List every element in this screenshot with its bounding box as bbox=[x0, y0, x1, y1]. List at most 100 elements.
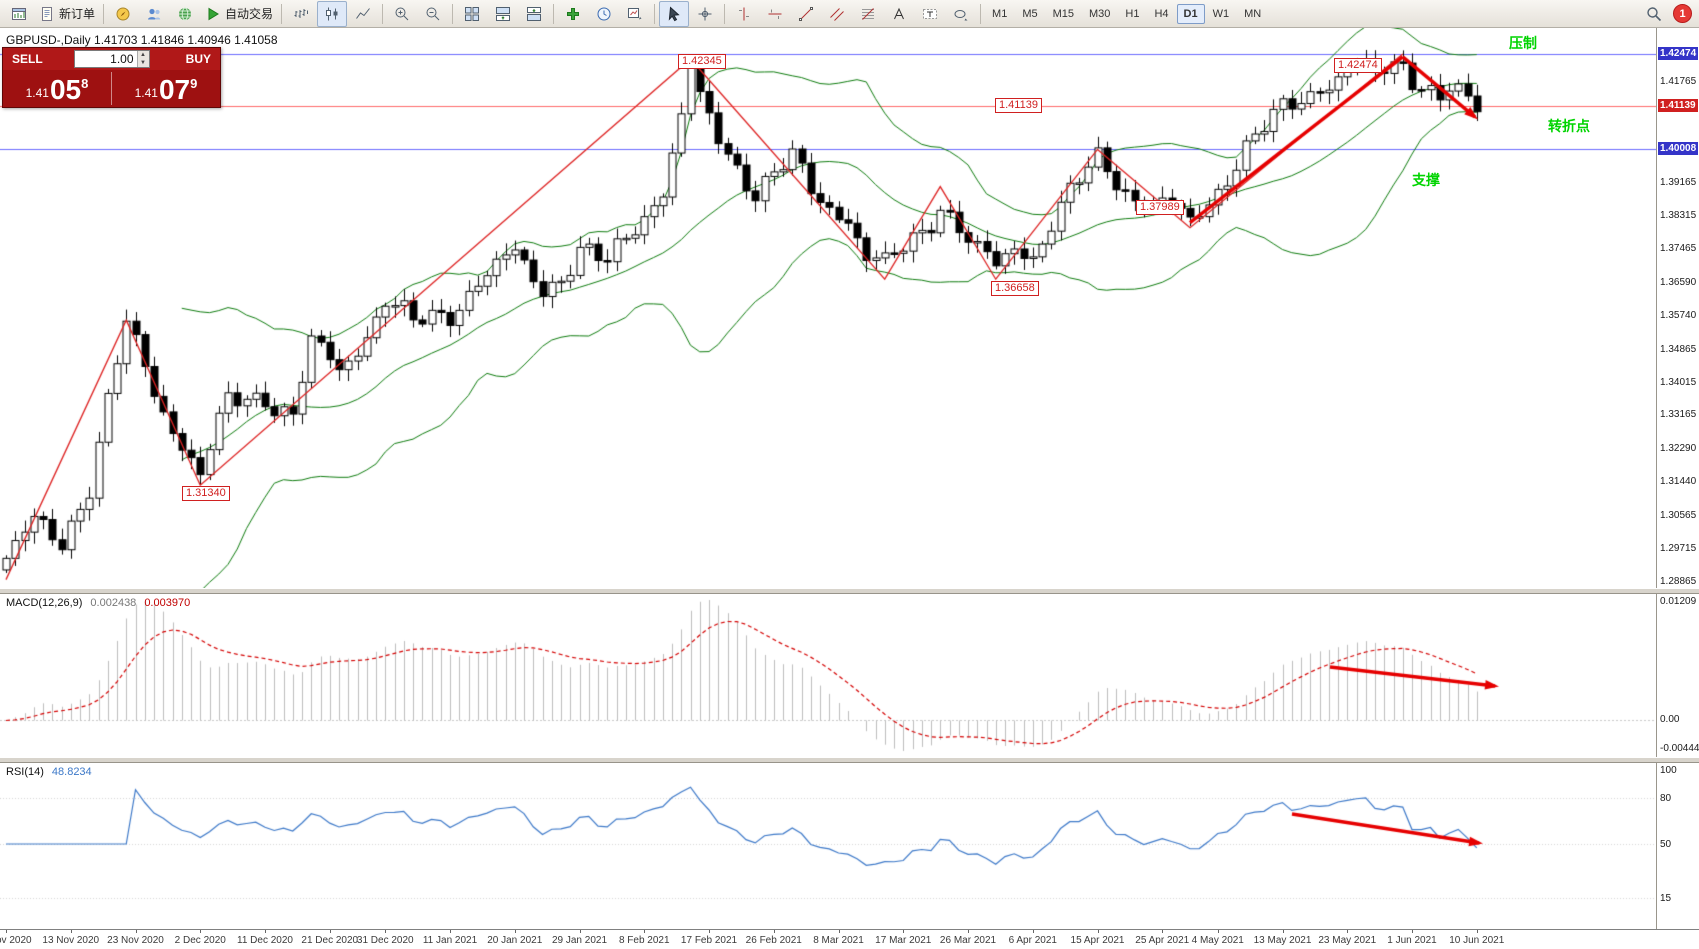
volume-input[interactable] bbox=[74, 51, 137, 67]
price-swing-label[interactable]: 1.41139 bbox=[995, 98, 1042, 113]
time-axis-label: 8 Feb 2021 bbox=[618, 935, 670, 946]
template-button[interactable] bbox=[620, 1, 650, 27]
crosshair-tool-button[interactable] bbox=[690, 1, 720, 27]
axis-label: 1.36590 bbox=[1660, 276, 1697, 288]
buy-button[interactable]: BUY bbox=[185, 52, 211, 66]
vertical-line-tool-button[interactable] bbox=[729, 1, 759, 27]
shapes-tool-button[interactable] bbox=[946, 1, 976, 27]
axis-label: 0.01209 bbox=[1660, 596, 1697, 607]
buy-price-big: 07 bbox=[158, 74, 191, 105]
bar-chart-button[interactable] bbox=[286, 1, 316, 27]
annotation-text[interactable]: 支撑 bbox=[1412, 172, 1440, 188]
axis-label: 1.37465 bbox=[1660, 242, 1697, 254]
rsi-canvas[interactable] bbox=[0, 763, 1656, 929]
new-order-button[interactable]: 新订单 bbox=[35, 1, 99, 27]
macd-title: MACD(12,26,9) bbox=[6, 597, 83, 609]
volume-up-icon[interactable]: ▲ bbox=[140, 52, 146, 58]
linechart-icon bbox=[355, 6, 371, 22]
buy-price[interactable]: 1.41 07 9 bbox=[112, 70, 220, 107]
time-axis-tick bbox=[1218, 930, 1219, 933]
time-axis[interactable]: 4 Nov 2020 13 Nov 2020 23 Nov 2020 2 Dec 20… bbox=[0, 929, 1699, 949]
time-axis-label: 13 May 2021 bbox=[1253, 935, 1312, 946]
macd-value-main: 0.002438 bbox=[90, 597, 137, 609]
clock-icon bbox=[596, 6, 612, 22]
macd-axis[interactable]: 0.01209 0.00 -0.004446 bbox=[1656, 594, 1699, 757]
annotation-text[interactable]: 转折点 bbox=[1548, 118, 1590, 134]
timeframe-d1-button[interactable]: D1 bbox=[1176, 3, 1205, 24]
time-axis-tick bbox=[450, 930, 451, 933]
toolbar-separator bbox=[724, 3, 726, 24]
plusdd-icon bbox=[565, 6, 581, 22]
rsi-axis[interactable]: 100 80 50 15 bbox=[1656, 763, 1699, 929]
zoom-in-button[interactable] bbox=[387, 1, 417, 27]
time-axis-label: 6 Apr 2021 bbox=[1008, 935, 1057, 946]
time-axis-tick bbox=[580, 930, 581, 933]
price-swing-label[interactable]: 1.36658 bbox=[991, 281, 1039, 296]
new-chart-button[interactable] bbox=[4, 1, 34, 27]
buy-price-small: 1.41 bbox=[134, 86, 158, 100]
volume-stepper[interactable]: ▲ ▼ bbox=[136, 51, 149, 67]
channel-tool-button[interactable] bbox=[822, 1, 852, 27]
mql5-market-button[interactable] bbox=[108, 1, 138, 27]
line-chart-button[interactable] bbox=[348, 1, 378, 27]
period-selector-button[interactable] bbox=[589, 1, 619, 27]
time-axis-label: 20 Jan 2021 bbox=[487, 935, 543, 946]
price-chart-canvas[interactable] bbox=[0, 28, 1656, 588]
macd-canvas[interactable] bbox=[0, 594, 1656, 757]
fibo-icon bbox=[860, 6, 876, 22]
macd-panel: MACD(12,26,9) 0.002438 0.003970 0.01209 0… bbox=[0, 594, 1699, 757]
timeframe-h1-button[interactable]: H1 bbox=[1125, 7, 1140, 20]
text-tool-button[interactable] bbox=[884, 1, 914, 27]
timeframe-h4-button[interactable]: H4 bbox=[1154, 7, 1169, 20]
price-swing-label[interactable]: 1.31340 bbox=[182, 486, 230, 501]
one-click-trading-panel: SELL BUY ▲ ▼ 1.41 05 8 bbox=[2, 47, 221, 108]
time-axis-tick bbox=[265, 930, 266, 933]
timeframe-w1-button[interactable]: W1 bbox=[1212, 7, 1230, 20]
cursor-tool-button[interactable] bbox=[659, 0, 690, 27]
chart-window-icon bbox=[11, 6, 27, 22]
autotrading-button[interactable]: 自动交易 bbox=[201, 1, 277, 27]
time-axis-tick bbox=[71, 930, 72, 933]
price-chart-panel: GBPUSD-,Daily 1.41703 1.41846 1.40946 1.… bbox=[0, 28, 1699, 588]
fibonacci-tool-button[interactable] bbox=[853, 1, 883, 27]
labelT-icon bbox=[922, 6, 938, 22]
zoom-out-button[interactable] bbox=[418, 1, 448, 27]
price-swing-label[interactable]: 1.42474 bbox=[1334, 58, 1382, 73]
notification-badge[interactable]: 1 bbox=[1673, 4, 1692, 23]
price-axis[interactable]: 1.41765 1.39165 1.38315 1.37465 1.36590 1.357… bbox=[1656, 28, 1699, 588]
volume-down-icon[interactable]: ▼ bbox=[140, 60, 146, 66]
sell-price[interactable]: 1.41 05 8 bbox=[3, 70, 111, 107]
annotation-text[interactable]: 压制 bbox=[1509, 35, 1537, 51]
timeframe-mn-button[interactable]: MN bbox=[1244, 7, 1262, 20]
price-swing-label[interactable]: 1.37989 bbox=[1136, 200, 1184, 215]
add-indicator-button[interactable] bbox=[558, 1, 588, 27]
time-axis-tick bbox=[200, 930, 201, 933]
trendline-tool-button[interactable] bbox=[791, 1, 821, 27]
timeframe-m30-button[interactable]: M30 bbox=[1089, 7, 1111, 20]
web-terminal-button[interactable] bbox=[170, 1, 200, 27]
chart-annotations-layer: GBPUSD-,Daily 1.41703 1.41846 1.40946 1.… bbox=[0, 28, 1656, 588]
time-axis-label: 13 Nov 2020 bbox=[42, 935, 100, 946]
arrange-windows-button[interactable] bbox=[488, 1, 518, 27]
timeframe-m5-button[interactable]: M5 bbox=[1022, 7, 1038, 20]
cascade-windows-button[interactable] bbox=[519, 1, 549, 27]
timeframe-m1-button[interactable]: M1 bbox=[992, 7, 1008, 20]
candlestick-chart-button[interactable] bbox=[317, 0, 348, 27]
toolbar-separator bbox=[654, 3, 656, 24]
time-axis-tick bbox=[1412, 930, 1413, 933]
time-axis-label: 26 Mar 2021 bbox=[939, 935, 997, 946]
sell-button[interactable]: SELL bbox=[12, 52, 43, 66]
price-swing-label[interactable]: 1.42345 bbox=[678, 54, 726, 69]
time-axis-tick bbox=[644, 930, 645, 933]
volume-control[interactable]: ▲ ▼ bbox=[73, 50, 150, 68]
horizontal-line-tool-button[interactable] bbox=[760, 1, 790, 27]
label-tool-button[interactable] bbox=[915, 1, 945, 27]
panel-splitter[interactable] bbox=[0, 757, 1699, 763]
time-axis-label: 25 Apr 2021 bbox=[1135, 935, 1190, 946]
tile-windows-button[interactable] bbox=[457, 1, 487, 27]
zoomin-icon bbox=[394, 6, 410, 22]
timeframe-m15-button[interactable]: M15 bbox=[1052, 7, 1074, 20]
community-button[interactable] bbox=[139, 1, 169, 27]
search-button[interactable] bbox=[1639, 1, 1669, 27]
panel-splitter[interactable] bbox=[0, 588, 1699, 594]
